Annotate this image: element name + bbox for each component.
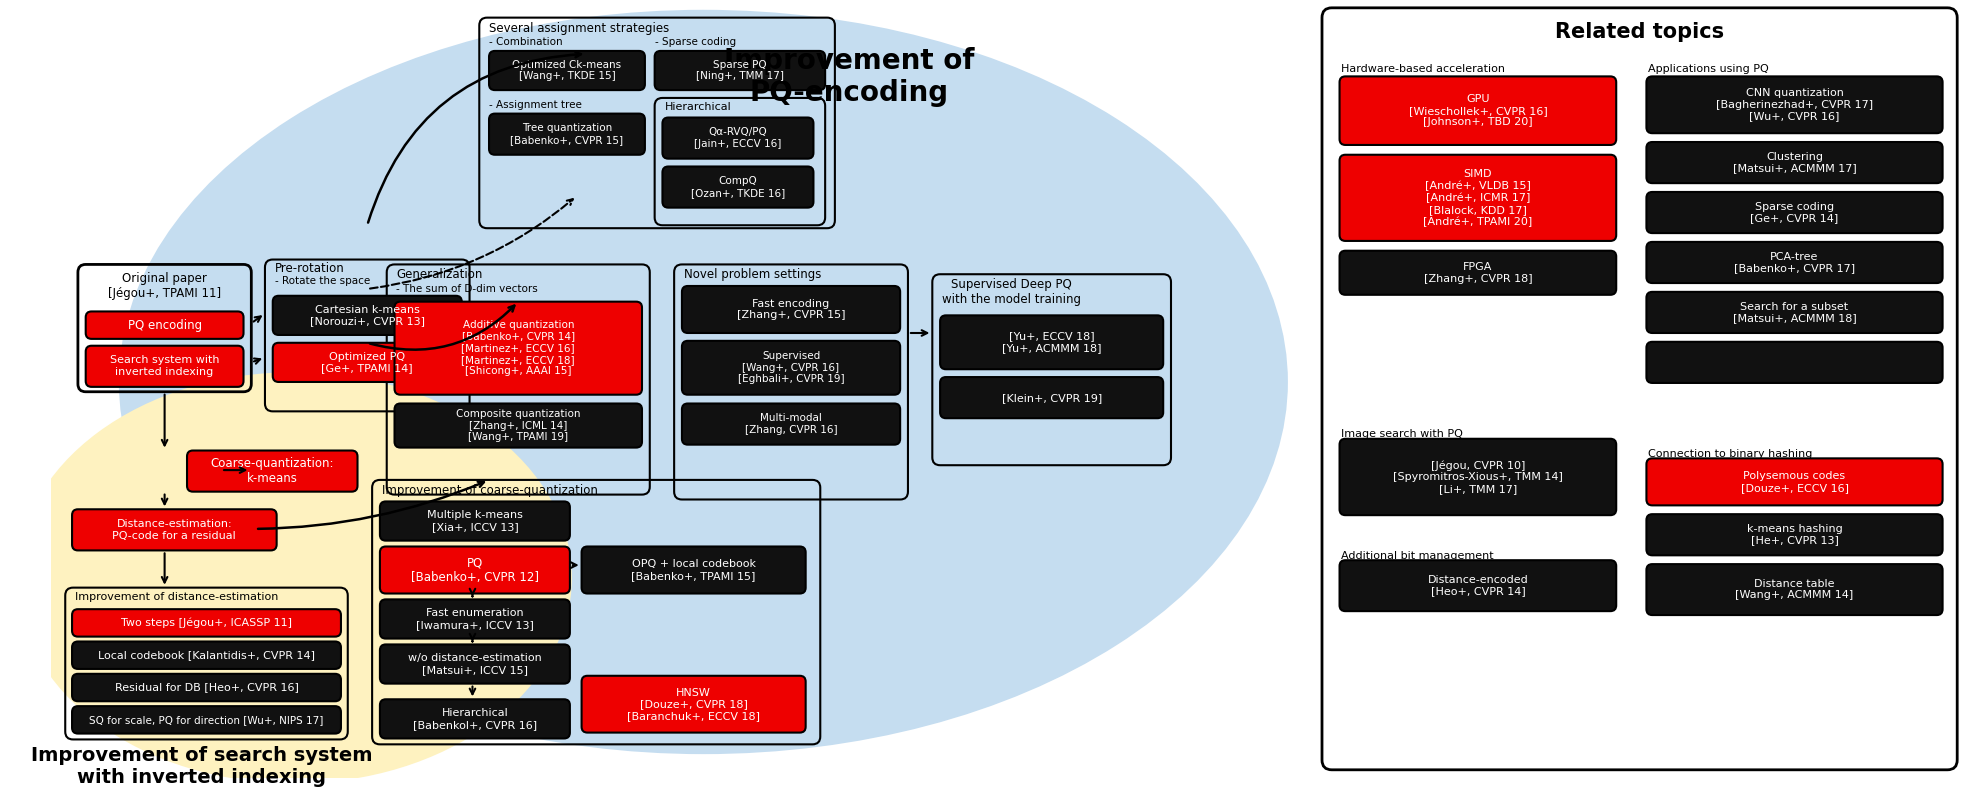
FancyBboxPatch shape <box>379 502 570 541</box>
FancyBboxPatch shape <box>73 609 342 637</box>
Text: Connection to binary hashing: Connection to binary hashing <box>1648 449 1813 459</box>
Text: w/o distance-estimation
[Matsui+, ICCV 15]: w/o distance-estimation [Matsui+, ICCV 1… <box>409 653 542 675</box>
Text: Hardware-based acceleration: Hardware-based acceleration <box>1341 64 1504 74</box>
FancyBboxPatch shape <box>379 599 570 638</box>
FancyBboxPatch shape <box>86 311 244 339</box>
Text: SIMD
[André+, VLDB 15]
[André+, ICMR 17]
[Blalock, KDD 17]
[André+, TPAMI 20]: SIMD [André+, VLDB 15] [André+, ICMR 17]… <box>1422 169 1532 227</box>
Text: Novel problem settings: Novel problem settings <box>683 268 821 281</box>
Text: CNN quantization
[Bagherinezhad+, CVPR 17]
[Wu+, CVPR 16]: CNN quantization [Bagherinezhad+, CVPR 1… <box>1715 88 1872 121</box>
Text: Search for a subset
[Matsui+, ACMMM 18]: Search for a subset [Matsui+, ACMMM 18] <box>1732 302 1856 323</box>
FancyBboxPatch shape <box>654 51 825 90</box>
FancyBboxPatch shape <box>682 403 900 445</box>
Text: Coarse-quantization:
k-means: Coarse-quantization: k-means <box>210 457 334 485</box>
Text: Qα-RVQ/PQ
[Jain+, ECCV 16]: Qα-RVQ/PQ [Jain+, ECCV 16] <box>693 127 782 149</box>
Text: PCA-tree
[Babenko+, CVPR 17]: PCA-tree [Babenko+, CVPR 17] <box>1732 252 1854 273</box>
FancyBboxPatch shape <box>682 286 900 333</box>
Text: Improvement of search system
with inverted indexing: Improvement of search system with invert… <box>31 746 373 788</box>
Text: [Jégou, CVPR 10]
[Spyromitros-Xious+, TMM 14]
[Li+, TMM 17]: [Jégou, CVPR 10] [Spyromitros-Xious+, TM… <box>1392 460 1561 494</box>
Text: Distance-encoded
[Heo+, CVPR 14]: Distance-encoded [Heo+, CVPR 14] <box>1426 575 1528 596</box>
Text: [Yu+, ECCV 18]
[Yu+, ACMMM 18]: [Yu+, ECCV 18] [Yu+, ACMMM 18] <box>1002 332 1102 353</box>
FancyBboxPatch shape <box>1646 515 1942 555</box>
Text: Hierarchical
[Babenkol+, CVPR 16]: Hierarchical [Babenkol+, CVPR 16] <box>412 708 536 730</box>
Text: Search system with
inverted indexing: Search system with inverted indexing <box>110 356 220 377</box>
Text: Residual for DB [Heo+, CVPR 16]: Residual for DB [Heo+, CVPR 16] <box>114 683 299 692</box>
FancyBboxPatch shape <box>489 51 644 90</box>
Text: Original paper
[Jégou+, TPAMI 11]: Original paper [Jégou+, TPAMI 11] <box>108 272 222 300</box>
FancyBboxPatch shape <box>1339 155 1616 241</box>
Text: HNSW
[Douze+, CVPR 18]
[Baranchuk+, ECCV 18]: HNSW [Douze+, CVPR 18] [Baranchuk+, ECCV… <box>627 688 760 721</box>
Text: SQ for scale, PQ for direction [Wu+, NIPS 17]: SQ for scale, PQ for direction [Wu+, NIP… <box>88 715 324 725</box>
Text: Additive quantization
[Babenko+, CVPR 14]
[Martinez+, ECCV 16]
[Martinez+, ECCV : Additive quantization [Babenko+, CVPR 14… <box>462 320 575 376</box>
Text: Two steps [Jégou+, ICASSP 11]: Two steps [Jégou+, ICASSP 11] <box>122 618 293 628</box>
Text: PQ encoding: PQ encoding <box>128 318 202 332</box>
Text: Composite quantization
[Zhang+, ICML 14]
[Wang+, TPAMI 19]: Composite quantization [Zhang+, ICML 14]… <box>456 409 579 442</box>
FancyBboxPatch shape <box>682 341 900 395</box>
FancyBboxPatch shape <box>581 546 805 593</box>
Text: Fast enumeration
[Iwamura+, ICCV 13]: Fast enumeration [Iwamura+, ICCV 13] <box>416 608 534 630</box>
Text: Several assignment strategies: Several assignment strategies <box>489 21 670 35</box>
Text: Improvement of coarse-quantization: Improvement of coarse-quantization <box>381 484 597 497</box>
Text: Supervised Deep PQ
with the model training: Supervised Deep PQ with the model traini… <box>941 278 1080 306</box>
Text: Multi-modal
[Zhang, CVPR 16]: Multi-modal [Zhang, CVPR 16] <box>744 414 837 435</box>
FancyBboxPatch shape <box>1322 8 1956 770</box>
Text: Pre-rotation: Pre-rotation <box>275 263 344 276</box>
Text: - Rotate the space: - Rotate the space <box>275 276 369 286</box>
Text: Distance-estimation:
PQ-code for a residual: Distance-estimation: PQ-code for a resid… <box>112 519 236 541</box>
FancyBboxPatch shape <box>1339 76 1616 145</box>
Text: Additional bit management: Additional bit management <box>1341 551 1493 561</box>
FancyBboxPatch shape <box>73 509 277 550</box>
Text: Improvement of
PQ-encoding: Improvement of PQ-encoding <box>725 47 974 107</box>
Text: OPQ + local codebook
[Babenko+, TPAMI 15]: OPQ + local codebook [Babenko+, TPAMI 15… <box>630 559 756 580</box>
Text: - The sum of D-dim vectors: - The sum of D-dim vectors <box>397 284 538 294</box>
Text: Related topics: Related topics <box>1554 21 1722 41</box>
Text: GPU
[Wieschollek+, CVPR 16]
[Johnson+, TBD 20]: GPU [Wieschollek+, CVPR 16] [Johnson+, T… <box>1408 94 1546 127</box>
Text: k-means hashing
[He+, CVPR 13]: k-means hashing [He+, CVPR 13] <box>1746 524 1842 545</box>
Text: Multiple k-means
[Xia+, ICCV 13]: Multiple k-means [Xia+, ICCV 13] <box>426 511 522 532</box>
Text: - Sparse coding: - Sparse coding <box>654 37 735 47</box>
FancyBboxPatch shape <box>1339 439 1616 515</box>
FancyBboxPatch shape <box>1646 564 1942 615</box>
FancyBboxPatch shape <box>73 706 342 734</box>
Text: Hierarchical: Hierarchical <box>664 102 731 112</box>
FancyBboxPatch shape <box>395 403 642 448</box>
FancyBboxPatch shape <box>379 546 570 593</box>
FancyBboxPatch shape <box>273 343 462 382</box>
Text: FPGA
[Zhang+, CVPR 18]: FPGA [Zhang+, CVPR 18] <box>1422 262 1532 283</box>
Text: Generalization: Generalization <box>397 268 483 281</box>
FancyBboxPatch shape <box>489 114 644 155</box>
Text: CompQ
[Ozan+, TKDE 16]: CompQ [Ozan+, TKDE 16] <box>691 176 786 198</box>
FancyBboxPatch shape <box>379 645 570 684</box>
Text: Optimized PQ
[Ge+, TPAMI 14]: Optimized PQ [Ge+, TPAMI 14] <box>322 352 412 373</box>
FancyBboxPatch shape <box>1339 251 1616 295</box>
FancyBboxPatch shape <box>581 676 805 733</box>
FancyBboxPatch shape <box>1646 242 1942 283</box>
Text: [Klein+, CVPR 19]: [Klein+, CVPR 19] <box>1002 393 1102 403</box>
Text: Improvement of distance-estimation: Improvement of distance-estimation <box>75 592 279 602</box>
FancyBboxPatch shape <box>1646 458 1942 505</box>
Text: Cartesian k-means
[Norouzi+, CVPR 13]: Cartesian k-means [Norouzi+, CVPR 13] <box>310 305 424 326</box>
Text: Local codebook [Kalantidis+, CVPR 14]: Local codebook [Kalantidis+, CVPR 14] <box>98 650 314 661</box>
FancyBboxPatch shape <box>662 167 813 208</box>
Text: PQ
[Babenko+, CVPR 12]: PQ [Babenko+, CVPR 12] <box>410 556 538 584</box>
Text: Distance table
[Wang+, ACMMM 14]: Distance table [Wang+, ACMMM 14] <box>1734 579 1852 600</box>
Text: Polysemous codes
[Douze+, ECCV 16]: Polysemous codes [Douze+, ECCV 16] <box>1740 471 1848 492</box>
Text: - Combination: - Combination <box>489 37 562 47</box>
Ellipse shape <box>118 10 1286 754</box>
Text: Fast encoding
[Zhang+, CVPR 15]: Fast encoding [Zhang+, CVPR 15] <box>736 299 845 320</box>
Ellipse shape <box>16 372 572 784</box>
FancyBboxPatch shape <box>73 674 342 701</box>
Text: Clustering
[Matsui+, ACMMM 17]: Clustering [Matsui+, ACMMM 17] <box>1732 152 1856 173</box>
FancyBboxPatch shape <box>187 450 357 491</box>
Text: Applications using PQ: Applications using PQ <box>1648 64 1768 74</box>
FancyBboxPatch shape <box>1646 76 1942 133</box>
FancyBboxPatch shape <box>379 700 570 738</box>
FancyBboxPatch shape <box>73 642 342 669</box>
Text: Optimized Ck-means
[Wang+, TKDE 15]: Optimized Ck-means [Wang+, TKDE 15] <box>513 60 621 81</box>
FancyBboxPatch shape <box>1646 341 1942 383</box>
FancyBboxPatch shape <box>86 345 244 387</box>
FancyBboxPatch shape <box>273 296 462 335</box>
Text: Sparse coding
[Ge+, CVPR 14]: Sparse coding [Ge+, CVPR 14] <box>1750 202 1838 223</box>
Text: - Assignment tree: - Assignment tree <box>489 100 581 110</box>
FancyBboxPatch shape <box>395 302 642 395</box>
FancyBboxPatch shape <box>1646 192 1942 233</box>
